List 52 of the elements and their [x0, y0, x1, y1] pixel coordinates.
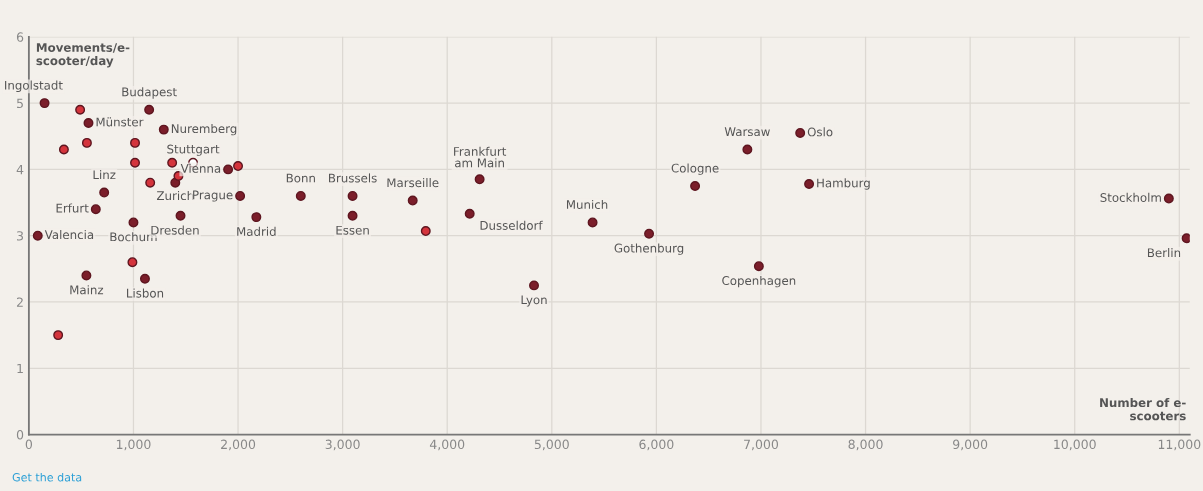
annotation: Nuremberg: [171, 123, 237, 136]
x-tick-label: 9,000: [953, 439, 988, 451]
annotation: Dusseldorf: [480, 220, 543, 230]
annotation: Stuttgart: [167, 144, 220, 156]
x-tick-label: 5,000: [534, 439, 569, 451]
y-tick-label: 3: [17, 231, 24, 241]
y-tick-label: 6: [16, 32, 24, 42]
y-tick-label: 5: [17, 98, 23, 109]
x-tick-label: 6,000: [639, 439, 674, 451]
annotation: Stockholm: [1100, 192, 1161, 202]
annotation: Bonn: [286, 173, 315, 183]
annotation: Oslo: [807, 127, 833, 137]
x-tick-label: 4,000: [429, 439, 465, 451]
annotation: Warsaw: [724, 127, 770, 137]
x-tick-label: 11,000: [1158, 439, 1201, 451]
y-axis-title: Movements/e-scooter/day: [36, 43, 130, 68]
annotation: Zurich: [156, 190, 194, 201]
x-tick-label: 0: [25, 439, 33, 450]
annotation: Marseille: [387, 178, 439, 188]
annotation: Gothenburg: [614, 243, 684, 255]
annotation: Ingolstadt: [5, 80, 63, 92]
annotation: Erfurt: [56, 203, 89, 213]
annotation: Mainz: [70, 285, 104, 295]
x-tick-label: 1,000: [116, 439, 151, 451]
annotation: Essen: [336, 225, 369, 235]
y-tick-label: 1: [17, 363, 23, 373]
annotation: Hamburg: [817, 178, 870, 190]
y-tick-label: 0: [16, 430, 24, 440]
x-tick-label: 3,000: [325, 439, 360, 451]
annotation: Linz: [93, 170, 116, 180]
x-tick-label: 2,000: [221, 439, 256, 451]
y-tick-label: 2: [16, 297, 23, 307]
annotation: Budapest: [122, 87, 177, 99]
annotation: Frankfurt am Main: [454, 146, 507, 168]
annotation: Prague: [193, 190, 233, 202]
annotation: Brussels: [329, 173, 377, 183]
annotation: Lyon: [521, 295, 547, 307]
x-tick-label: 7,000: [744, 439, 779, 451]
annotation: Munich: [566, 199, 608, 210]
annotation: Vienna: [180, 163, 221, 173]
annotation: Madrid: [237, 226, 276, 236]
x-tick-label: 10,000: [1054, 439, 1096, 451]
text: Get the data: [12, 472, 82, 482]
annotation: Valencia: [44, 229, 94, 240]
annotation: Münster: [96, 117, 144, 127]
annotation: Copenhagen: [722, 275, 796, 288]
annotation: Lisbon: [127, 288, 164, 298]
x-axis-title: Number of e-scooters: [1100, 397, 1186, 421]
x-tick-label: 8,000: [848, 439, 883, 451]
annotation: Cologne: [671, 163, 719, 175]
annotation: Berlin: [1147, 248, 1181, 258]
y-tick-label: 4: [16, 165, 24, 175]
